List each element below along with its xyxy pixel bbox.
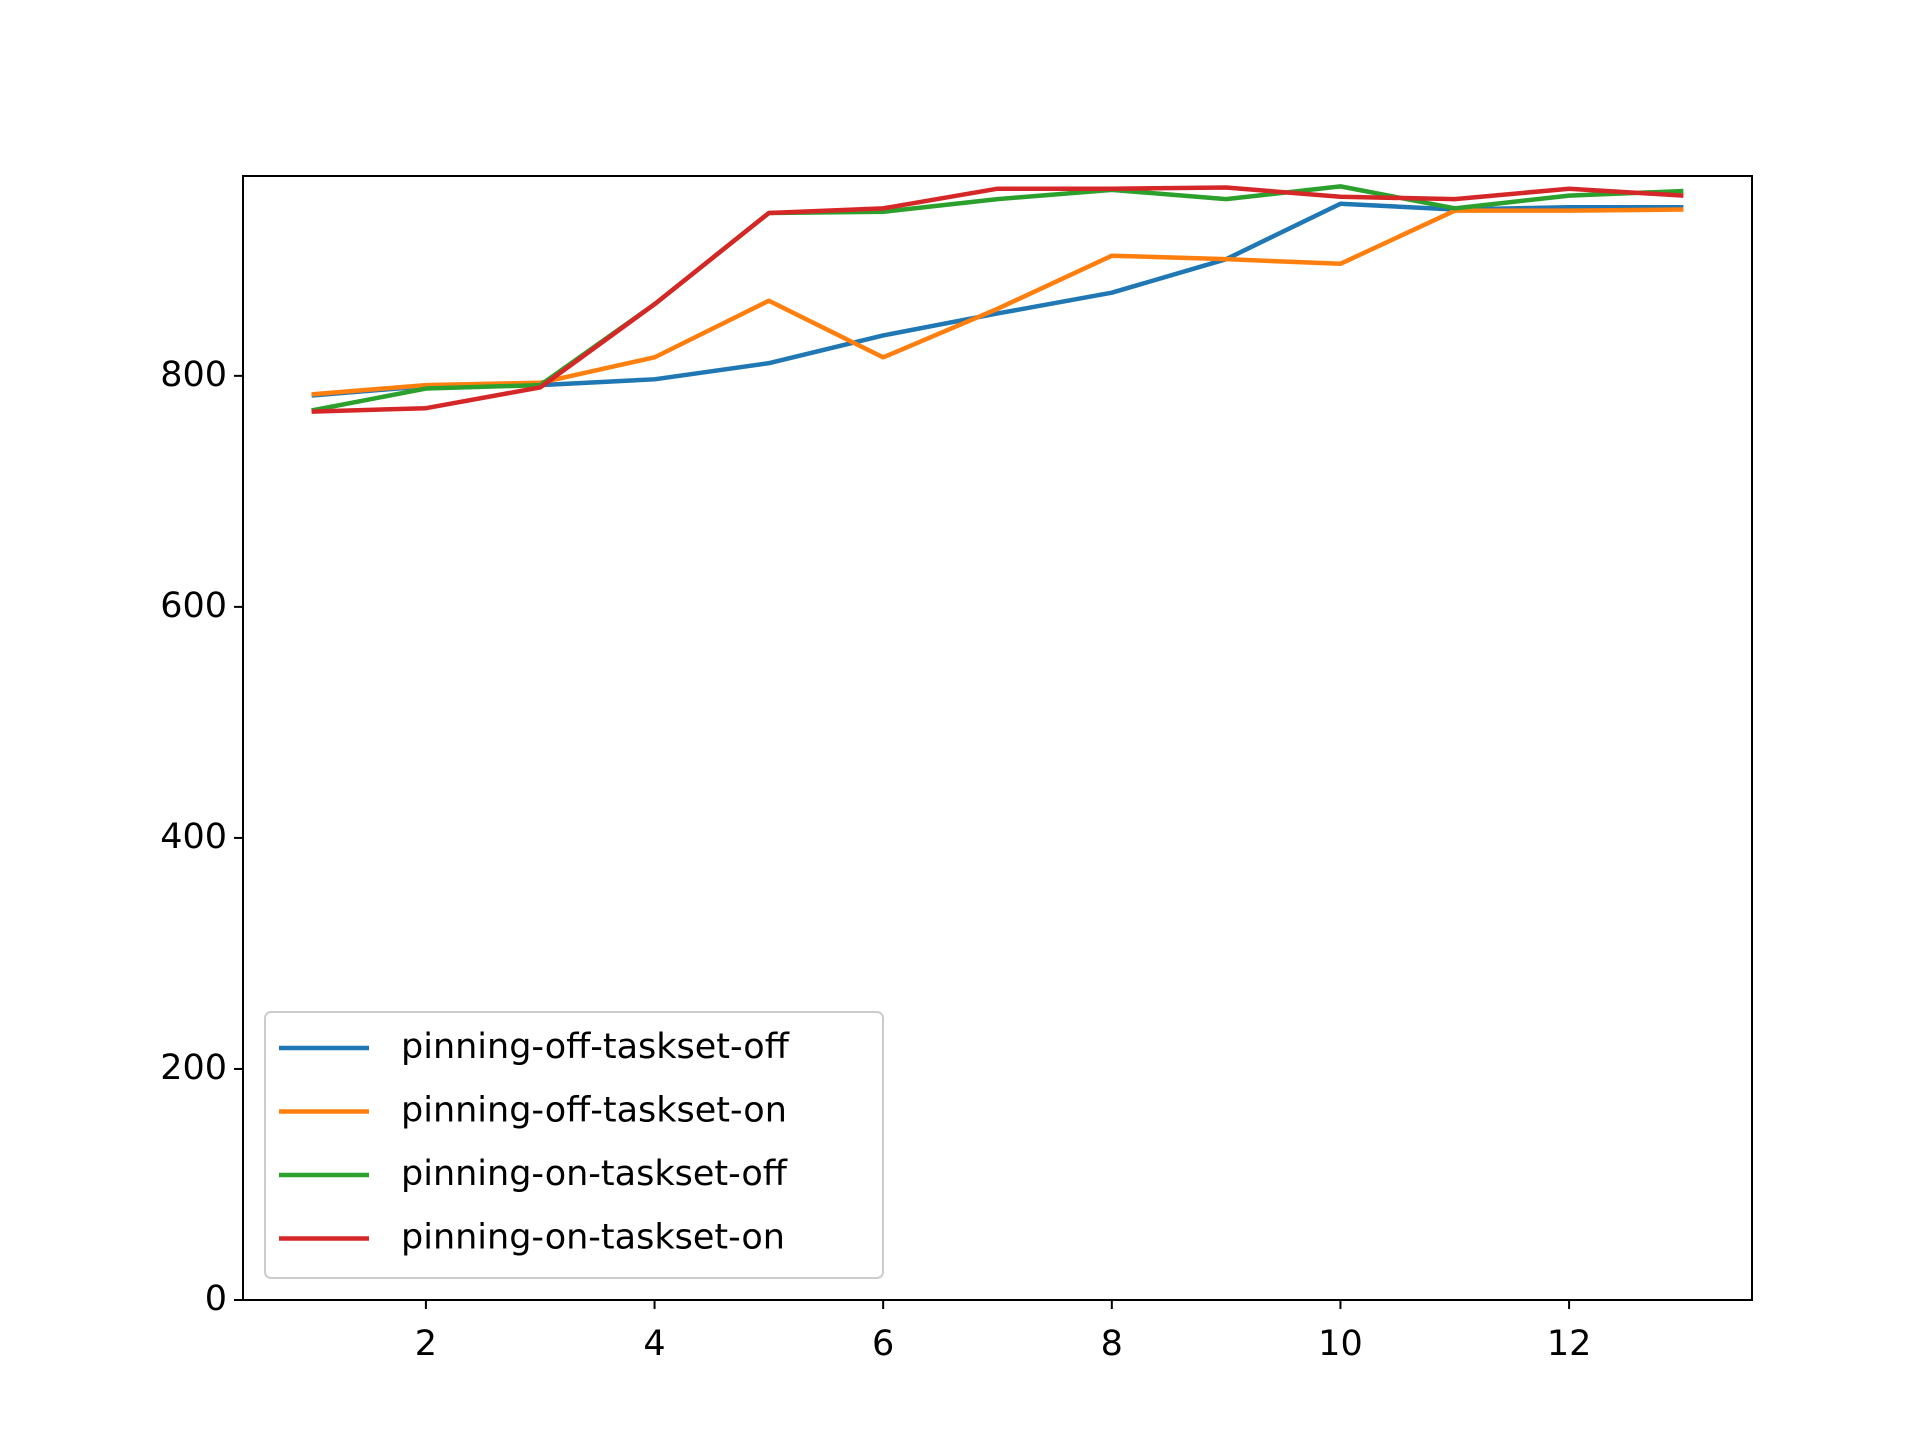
plot-frame [242, 175, 1753, 1301]
legend-box [264, 1011, 884, 1279]
x-tick-label: 10 [1318, 1324, 1363, 1364]
x-tick-label: 2 [415, 1324, 437, 1364]
series-line [311, 207, 1684, 397]
series-line [311, 201, 1684, 398]
y-tick-label: 400 [160, 817, 227, 857]
y-tick-label: 600 [160, 586, 227, 626]
y-tick-label: 200 [160, 1048, 227, 1088]
legend-label: pinning-on-taskset-on [401, 1218, 785, 1258]
y-tick-label: 800 [160, 355, 227, 395]
legend-label: pinning-off-taskset-on [401, 1091, 787, 1131]
x-tick-label: 12 [1547, 1324, 1592, 1364]
series-line [311, 185, 1684, 414]
x-tick-label: 6 [872, 1324, 894, 1364]
legend-label: pinning-off-taskset-off [401, 1027, 790, 1067]
x-tick-label: 4 [643, 1324, 665, 1364]
x-tick-label: 8 [1101, 1324, 1123, 1364]
series-line [311, 184, 1684, 413]
legend-label: pinning-on-taskset-off [401, 1154, 788, 1194]
y-tick-label: 0 [205, 1279, 227, 1319]
